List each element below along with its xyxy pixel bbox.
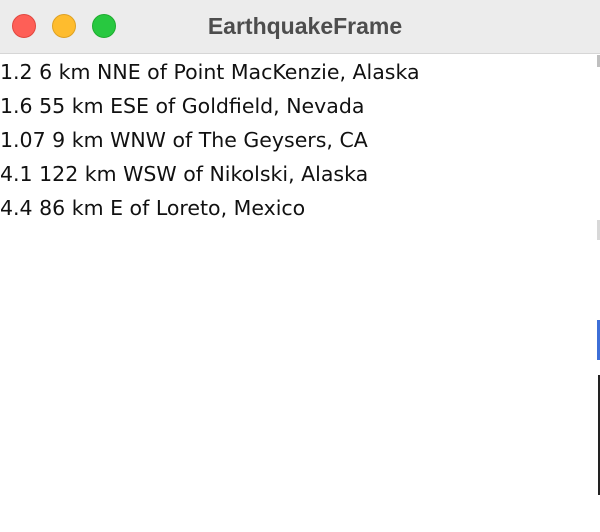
close-button[interactable] [12,14,36,38]
edge-mark [597,320,600,360]
minimize-button[interactable] [52,14,76,38]
zoom-button[interactable] [92,14,116,38]
list-item[interactable]: 1.07 9 km WNW of The Geysers, CA [0,128,368,152]
list-item[interactable]: 1.2 6 km NNE of Point MacKenzie, Alaska [0,60,420,84]
window-title: EarthquakeFrame [207,13,403,39]
edge-mark [598,375,600,495]
background-window-edge [596,55,600,532]
list-item[interactable]: 1.6 55 km ESE of Goldfield, Nevada [0,94,365,118]
list-item[interactable]: 4.4 86 km E of Loreto, Mexico [0,196,306,220]
edge-mark [597,220,600,240]
list-item[interactable]: 4.1 122 km WSW of Nikolski, Alaska [0,162,369,186]
title-bar[interactable]: EarthquakeFrame [0,0,600,54]
earthquake-list: 1.2 6 km NNE of Point MacKenzie, Alaska … [0,55,600,225]
edge-mark [597,55,600,67]
content-pane: 1.2 6 km NNE of Point MacKenzie, Alaska … [0,55,600,532]
